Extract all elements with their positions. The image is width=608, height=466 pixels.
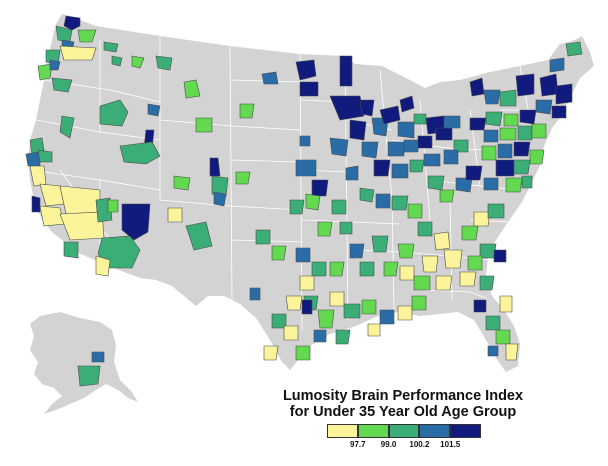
legend-tick-labels: 97.7 99.0 100.2 101.5 bbox=[327, 440, 481, 452]
map-title-line-2: for Under 35 Year Old Age Group bbox=[289, 404, 517, 420]
legend-tick-3: 100.2 bbox=[409, 440, 430, 449]
map-title-line-1: Lumosity Brain Performance Index bbox=[282, 388, 524, 404]
legend-swatch-2 bbox=[357, 424, 389, 438]
contiguous-us-landmass bbox=[28, 14, 594, 372]
alaska-landmass bbox=[30, 312, 138, 414]
legend-tick-1: 97.7 bbox=[350, 440, 366, 449]
legend-tick-2: 99.0 bbox=[380, 440, 397, 449]
color-legend bbox=[327, 424, 481, 438]
legend-tick-4: 101.5 bbox=[440, 440, 461, 449]
legend-swatch-5 bbox=[450, 424, 481, 438]
map-title: Lumosity Brain Performance Index for Und… bbox=[268, 388, 538, 420]
legend-swatch-4 bbox=[419, 424, 451, 438]
legend-swatch-3 bbox=[388, 424, 420, 438]
legend-swatch-1 bbox=[327, 424, 358, 438]
metro-regions bbox=[25, 15, 583, 387]
